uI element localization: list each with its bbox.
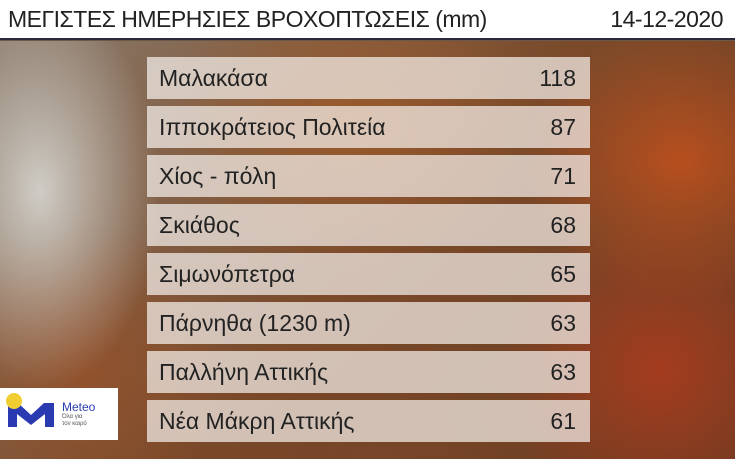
station-name: Νέα Μάκρη Αττικής <box>159 407 355 434</box>
station-name: Πάρνηθα (1230 m) <box>159 309 351 336</box>
table-row: Σιμωνόπετρα 65 <box>147 253 590 295</box>
m-logo-icon <box>8 403 54 427</box>
rainfall-value: 87 <box>550 113 576 140</box>
rainfall-value: 65 <box>550 260 576 287</box>
rainfall-table: Μαλακάσα 118 Ιπποκράτειος Πολιτεία 87 Χίος -… <box>147 57 590 449</box>
station-name: Μαλακάσα <box>159 64 268 91</box>
rainfall-value: 118 <box>539 64 576 91</box>
table-row: Χίος - πόλη 71 <box>147 155 590 197</box>
logo-tagline: τον καιρό <box>62 421 87 427</box>
station-name: Παλλήνη Αττικής <box>159 358 329 385</box>
station-name: Χίος - πόλη <box>159 162 277 189</box>
rainfall-value: 63 <box>550 309 576 336</box>
rainfall-value: 71 <box>550 162 576 189</box>
station-name: Ιπποκράτειος Πολιτεία <box>159 113 386 140</box>
logo-tagline: Όλα για <box>62 414 83 420</box>
table-row: Παλλήνη Αττικής 63 <box>147 351 590 393</box>
table-row: Ιπποκράτειος Πολιτεία 87 <box>147 106 590 148</box>
page-title: ΜΕΓΙΣΤΕΣ ΗΜΕΡΗΣΙΕΣ ΒΡΟΧΟΠΤΩΣΕΙΣ (mm) <box>8 5 487 32</box>
table-row: Νέα Μάκρη Αττικής 61 <box>147 400 590 442</box>
table-row: Πάρνηθα (1230 m) 63 <box>147 302 590 344</box>
rainfall-value: 61 <box>550 407 576 434</box>
sun-icon <box>6 393 22 409</box>
table-row: Σκιάθος 68 <box>147 204 590 246</box>
rainfall-value: 63 <box>550 358 576 385</box>
header: ΜΕΓΙΣΤΕΣ ΗΜΕΡΗΣΙΕΣ ΒΡΟΧΟΠΤΩΣΕΙΣ (mm) 14-… <box>0 0 735 40</box>
rainfall-value: 68 <box>550 211 576 238</box>
station-name: Σιμωνόπετρα <box>159 260 296 287</box>
logo-name: Meteo <box>62 400 96 414</box>
station-name: Σκιάθος <box>159 211 240 238</box>
date: 14-12-2020 <box>610 5 723 32</box>
table-row: Μαλακάσα 118 <box>147 57 590 99</box>
meteo-logo: Meteo Όλα για τον καιρό <box>0 388 118 440</box>
